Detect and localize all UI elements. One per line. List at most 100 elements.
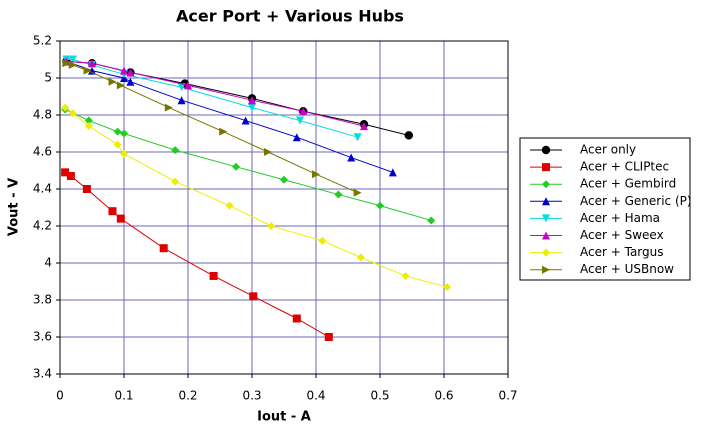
y-tick-label: 3.6 [33,330,52,344]
marker [264,148,272,156]
marker [248,96,256,105]
marker [318,236,327,245]
marker [82,185,91,193]
x-tick-label: 0 [56,389,64,403]
legend-label: Acer only [580,143,636,157]
marker [177,83,186,92]
x-tick-label: 0.2 [178,389,197,403]
marker [113,140,122,149]
series-line [64,107,448,288]
legend-label: Acer + Hama [580,211,660,225]
series-line [64,108,432,221]
marker [159,244,168,253]
x-tick-label: 0.7 [498,389,517,403]
marker [84,116,93,125]
marker [267,222,276,230]
marker [126,77,135,86]
marker [88,59,96,68]
chart-title: Acer Port + Various Hubs [176,7,404,26]
marker [171,177,180,186]
marker [61,168,70,177]
marker [249,292,258,301]
marker [219,127,228,136]
marker [209,271,218,280]
marker [443,283,452,292]
marker [353,188,362,197]
marker [296,116,304,125]
y-tick-label: 4.6 [33,145,52,159]
marker [542,265,550,274]
legend: Acer only Acer + CLIPtec Acer + Gembird Ace… [519,137,692,281]
y-tick-label: 4 [44,256,52,270]
marker [116,81,125,90]
series-line [66,62,358,194]
y-tick-label: 3.8 [33,293,52,307]
marker [83,66,92,75]
marker [68,109,77,118]
y-axis-label: Vout - V [7,178,22,236]
marker [184,81,192,90]
x-tick-label: 0.5 [370,389,389,403]
marker [542,163,550,172]
legend-label: Acer + Targus [580,245,664,259]
marker [62,59,71,68]
legend-label: Acer + CLIPtec [580,160,669,174]
marker [68,61,77,70]
marker [401,271,410,280]
marker [542,180,550,189]
series-line [66,59,358,138]
series-line [66,60,365,127]
legend-label: Acer + Gembird [580,177,676,191]
y-tick-label: 3.4 [33,367,52,381]
x-axis-label: Iout - A [257,410,311,425]
y-tick-label: 5 [44,71,52,85]
marker [334,190,343,199]
marker [404,131,414,140]
marker [88,66,96,75]
marker [388,168,397,177]
marker [113,127,122,136]
marker [108,207,117,216]
marker [292,133,301,142]
x-tick-label: 0.4 [306,389,325,403]
marker [356,253,365,262]
marker [542,231,550,240]
y-tick-label: 5.2 [33,34,52,48]
marker [292,314,301,323]
marker [116,214,125,223]
marker [225,201,234,210]
marker [542,214,550,223]
x-tick-label: 0.1 [114,389,133,403]
marker [542,197,550,206]
legend-label: Acer + Sweex [580,228,664,242]
plot-frame [59,40,509,375]
y-tick-label: 4.2 [33,219,52,233]
marker [177,96,186,105]
marker [280,175,288,184]
marker [427,216,436,225]
legend-label: Acer + Generic (P) [580,194,692,208]
marker [66,172,75,181]
marker [126,68,135,77]
marker [324,333,333,341]
y-tick-label: 4.4 [33,182,52,196]
marker [360,122,368,131]
marker [61,103,70,112]
x-tick-label: 0.6 [434,389,453,403]
marker [542,248,550,257]
marker [241,116,250,125]
marker [376,201,384,210]
x-tick-label: 0.3 [242,389,261,403]
marker [120,129,128,138]
marker [171,146,180,155]
grid [59,40,509,375]
legend-label: Acer + USBnow [580,262,674,276]
marker [232,162,240,171]
marker [164,103,173,112]
series-line [64,171,330,338]
legend-box [519,137,691,281]
marker [299,107,308,116]
y-tick-label: 4.8 [33,108,52,122]
